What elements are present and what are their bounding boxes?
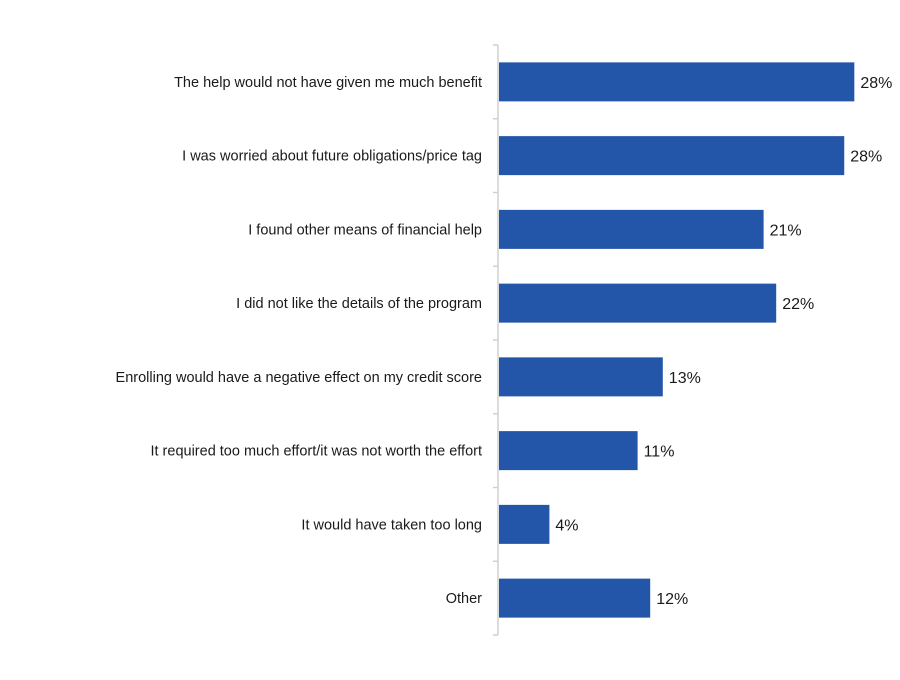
data-label: 28%	[850, 149, 882, 166]
bar	[499, 62, 855, 102]
category-label: I did not like the details of the progra…	[236, 296, 482, 312]
category-label: I was worried about future obligations/p…	[182, 149, 482, 165]
category-label: The help would not have given me much be…	[174, 75, 482, 91]
category-label: Other	[446, 591, 482, 607]
category-label: Enrolling would have a negative effect o…	[116, 370, 482, 386]
data-label: 28%	[860, 75, 892, 92]
data-label: 22%	[782, 296, 814, 313]
data-label: 11%	[644, 444, 675, 461]
data-label: 12%	[656, 591, 688, 608]
category-label: It required too much effort/it was not w…	[150, 444, 482, 460]
data-label: 4%	[555, 517, 578, 534]
bar	[499, 357, 663, 397]
bar	[499, 431, 638, 471]
bar	[499, 209, 764, 249]
data-label: 21%	[770, 222, 802, 239]
category-label: It would have taken too long	[301, 517, 482, 533]
bar	[499, 136, 845, 176]
bar	[499, 578, 651, 618]
bar	[499, 504, 550, 544]
category-label: I found other means of financial help	[248, 222, 482, 238]
bar	[499, 283, 777, 323]
data-label: 13%	[669, 370, 701, 387]
